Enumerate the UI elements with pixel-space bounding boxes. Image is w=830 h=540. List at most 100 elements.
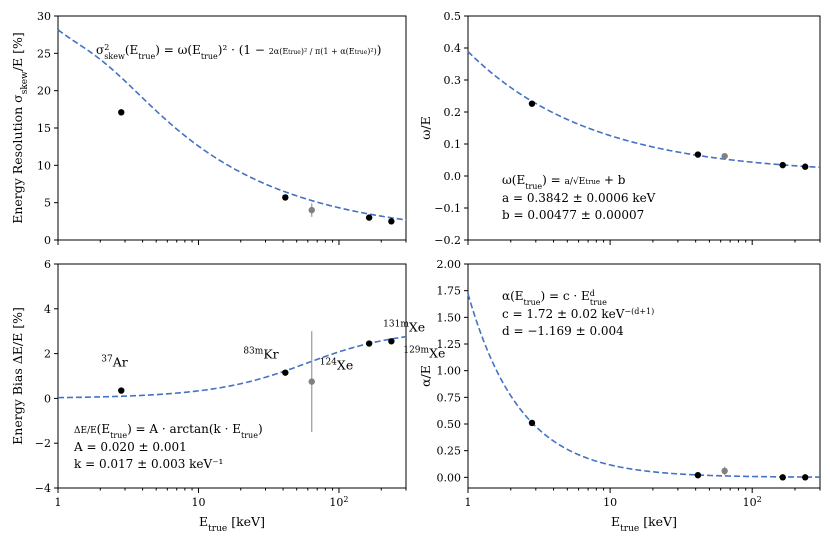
alpha-ytick-label-6: 1.50 bbox=[437, 311, 462, 324]
omega-data-point-0 bbox=[528, 100, 536, 107]
alpha-points bbox=[528, 419, 809, 481]
omega-param-a: a = 0.3842 ± 0.0006 keV bbox=[502, 191, 656, 205]
alpha-ytick-label-8: 2.00 bbox=[437, 258, 462, 271]
isotope-labels: 37Ar 83mKr 124Xe 131mXe 129mXe bbox=[101, 320, 445, 373]
alpha-xtick-label-2: 102 bbox=[743, 495, 762, 510]
alpha-data-point-2 bbox=[721, 467, 728, 475]
resolution-fit-line bbox=[57, 29, 407, 221]
omega-ytick-label-7: 0.5 bbox=[444, 10, 462, 23]
bias-param-a: A = 0.020 ± 0.001 bbox=[73, 440, 187, 454]
bias-plot-frame bbox=[57, 263, 407, 489]
omega-data-point-2 bbox=[721, 152, 728, 160]
bias-data-point-1 bbox=[282, 369, 289, 376]
omega-data-point-3 bbox=[779, 161, 786, 169]
omega-ytick-label-0: −0.2 bbox=[434, 234, 461, 247]
omega-plot-frame bbox=[467, 15, 821, 241]
alpha-fit-line bbox=[467, 293, 821, 478]
isotope-label-83mkr: 83mKr bbox=[243, 347, 278, 362]
bias-formula: ΔE/E(Etrue) = A · arctan(k · Etrue) bbox=[74, 422, 263, 440]
resolution-ytick-label-3: 15 bbox=[37, 122, 51, 135]
alpha-x-label: Etrue [keV] bbox=[611, 514, 677, 534]
alpha-ytick-label-1: 0.25 bbox=[437, 445, 462, 458]
omega-ytick-label-4: 0.2 bbox=[444, 106, 462, 119]
bias-ytick-label-4: 4 bbox=[44, 303, 51, 316]
alpha-x-ticks: 1 10 102 bbox=[465, 488, 821, 509]
resolution-ytick-label-4: 20 bbox=[37, 85, 51, 98]
resolution-fit-curve bbox=[57, 29, 407, 221]
omega-param-b: b = 0.00477 ± 0.00007 bbox=[502, 208, 644, 222]
alpha-y-ticks: 0.00 0.25 0.50 0.75 1.00 1.25 1.50 1.75 2.00 bbox=[437, 258, 468, 484]
resolution-y-label: Energy Resolution σskew/E [%] bbox=[10, 32, 30, 224]
resolution-ytick-label-6: 30 bbox=[37, 10, 51, 23]
bias-fit-line bbox=[57, 335, 407, 399]
alpha-plot-frame bbox=[467, 263, 821, 489]
resolution-data-point-0 bbox=[118, 109, 125, 116]
bias-xtick-label-2: 102 bbox=[329, 495, 348, 510]
alpha-ytick-label-0: 0.00 bbox=[437, 471, 462, 484]
isotope-label-129mxe: 129mXe bbox=[403, 345, 445, 360]
omega-formula: ω(Etrue) = a/√Etrue + b bbox=[502, 173, 626, 191]
alpha-data-point-3 bbox=[779, 474, 786, 481]
bias-param-k: k = 0.017 ± 0.003 keV⁻¹ bbox=[74, 457, 223, 471]
omega-y-label: ω/E bbox=[418, 116, 433, 140]
resolution-data-point-4 bbox=[388, 218, 395, 225]
resolution-ytick-label-1: 5 bbox=[44, 197, 51, 210]
omega-x-ticks bbox=[467, 240, 821, 245]
panel-omega: −0.2 −0.1 0.0 0.1 0.2 0.3 0.4 0.5 ω/E ω(Etrue) … bbox=[418, 10, 821, 247]
bias-ytick-label-5: 6 bbox=[44, 258, 51, 271]
alpha-ytick-label-2: 0.50 bbox=[437, 418, 462, 431]
omega-ytick-label-5: 0.3 bbox=[444, 74, 462, 87]
alpha-ytick-label-5: 1.25 bbox=[437, 338, 462, 351]
alpha-data-point-4 bbox=[801, 474, 809, 481]
alpha-data-point-1 bbox=[694, 472, 702, 479]
bias-xtick-label-0: 1 bbox=[55, 496, 62, 509]
alpha-data-point-0 bbox=[528, 419, 536, 427]
bias-points bbox=[118, 331, 395, 432]
bias-ytick-label-1: −2 bbox=[35, 437, 51, 450]
bias-fit-curve bbox=[57, 335, 407, 399]
bias-x-ticks: 1 10 102 bbox=[55, 488, 407, 509]
bias-xtick-label-1: 10 bbox=[191, 496, 205, 509]
omega-data-point-4 bbox=[801, 163, 809, 170]
resolution-ytick-label-0: 0 bbox=[44, 234, 51, 247]
bias-data-point-3 bbox=[365, 340, 373, 347]
bias-y-ticks: −4 −2 0 2 4 6 bbox=[35, 258, 58, 495]
alpha-ytick-label-3: 0.75 bbox=[437, 391, 462, 404]
isotope-label-124xe: 124Xe bbox=[320, 358, 353, 373]
resolution-formula: σ2 skew(Etrue) = ω(Etrue)² · (1 − 2α(Etru… bbox=[96, 43, 381, 61]
bias-ytick-label-3: 2 bbox=[44, 348, 51, 361]
bias-x-label: Etrue [keV] bbox=[199, 514, 265, 534]
alpha-formula: α(Etrue) = c · Ed true bbox=[502, 289, 607, 307]
isotope-label-131mxe: 131mXe bbox=[383, 320, 425, 335]
omega-ytick-label-6: 0.4 bbox=[444, 42, 462, 55]
alpha-param-c: c = 1.72 ± 0.02 keV−(d+1) bbox=[502, 307, 654, 322]
omega-ytick-label-1: −0.1 bbox=[434, 202, 461, 215]
resolution-y-ticks: 0 5 10 15 20 25 30 bbox=[37, 10, 58, 247]
resolution-points bbox=[118, 109, 395, 225]
alpha-ytick-label-4: 1.00 bbox=[437, 365, 462, 378]
omega-ytick-label-2: 0.0 bbox=[444, 170, 462, 183]
bias-y-label: Energy Bias ΔE/E [%] bbox=[10, 307, 25, 445]
omega-y-ticks: −0.2 −0.1 0.0 0.1 0.2 0.3 0.4 0.5 bbox=[434, 10, 468, 247]
bias-data-point-2 bbox=[308, 378, 315, 385]
resolution-ytick-label-5: 25 bbox=[37, 47, 51, 60]
isotope-label-37ar: 37Ar bbox=[101, 355, 127, 370]
omega-data-point-1 bbox=[694, 151, 702, 158]
bias-data-point-0 bbox=[118, 387, 125, 394]
resolution-data-point-1 bbox=[282, 194, 289, 201]
omega-points bbox=[528, 100, 809, 170]
resolution-ytick-label-2: 10 bbox=[37, 159, 51, 172]
resolution-x-ticks bbox=[57, 240, 407, 245]
omega-fit-line bbox=[467, 50, 821, 169]
alpha-fit-curve bbox=[467, 293, 821, 478]
panel-resolution: 0 5 10 15 20 25 30 Energy Resolution σskew/E [… bbox=[10, 10, 407, 247]
resolution-data-point-2 bbox=[308, 206, 315, 214]
alpha-xtick-label-1: 10 bbox=[603, 496, 617, 509]
bias-ytick-label-0: −4 bbox=[35, 482, 51, 495]
panel-bias: −4 −2 0 2 4 6 1 10 102 37Ar 83mKr 124Xe 131mXe 129m… bbox=[10, 258, 445, 534]
resolution-data-point-3 bbox=[365, 214, 373, 221]
alpha-xtick-label-0: 1 bbox=[465, 496, 472, 509]
panel-alpha: 0.00 0.25 0.50 0.75 1.00 1.25 1.50 1.75 2.00 1 10… bbox=[418, 258, 821, 534]
omega-fit-curve bbox=[467, 50, 821, 169]
